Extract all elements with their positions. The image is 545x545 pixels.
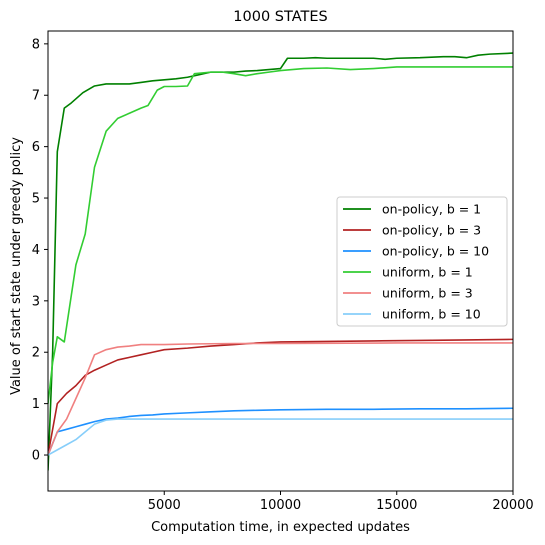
series-line-2 bbox=[48, 407, 513, 456]
y-axis-label: Value of start state under greedy policy bbox=[9, 137, 24, 395]
chart-title: 1000 STATES bbox=[233, 9, 327, 25]
y-tick-label: 2 bbox=[32, 346, 40, 361]
x-tick-label: 20000 bbox=[492, 498, 533, 513]
y-tick-label: 3 bbox=[32, 294, 40, 309]
y-tick-label: 0 bbox=[32, 449, 40, 464]
x-tick-label: 15000 bbox=[376, 498, 417, 513]
legend-label-3: uniform, b = 1 bbox=[382, 265, 473, 280]
y-tick-label: 8 bbox=[32, 37, 40, 52]
legend-label-5: uniform, b = 10 bbox=[382, 307, 481, 322]
legend: on-policy, b = 1 on-policy, b = 3 on-polic… bbox=[336, 196, 508, 327]
y-tick-label: 1 bbox=[32, 397, 40, 412]
legend-box bbox=[336, 196, 508, 327]
x-tick-label: 5000 bbox=[148, 498, 181, 513]
legend-label-2: on-policy, b = 10 bbox=[382, 244, 489, 259]
legend-label-0: on-policy, b = 1 bbox=[382, 202, 481, 217]
x-axis-label: Computation time, in expected updates bbox=[151, 520, 410, 535]
y-tick-label: 5 bbox=[32, 192, 40, 207]
legend-label-4: uniform, b = 3 bbox=[382, 286, 473, 301]
series-line-0 bbox=[48, 52, 513, 471]
series-line-3 bbox=[48, 66, 513, 404]
y-tick-label: 4 bbox=[32, 243, 40, 258]
y-tick-label: 7 bbox=[32, 89, 40, 104]
series-line-5 bbox=[48, 418, 513, 456]
x-tick-label: 10000 bbox=[260, 498, 301, 513]
legend-label-1: on-policy, b = 3 bbox=[382, 223, 481, 238]
series-line-4 bbox=[48, 342, 513, 456]
series-line-1 bbox=[48, 338, 513, 456]
y-tick-label: 6 bbox=[32, 140, 40, 155]
